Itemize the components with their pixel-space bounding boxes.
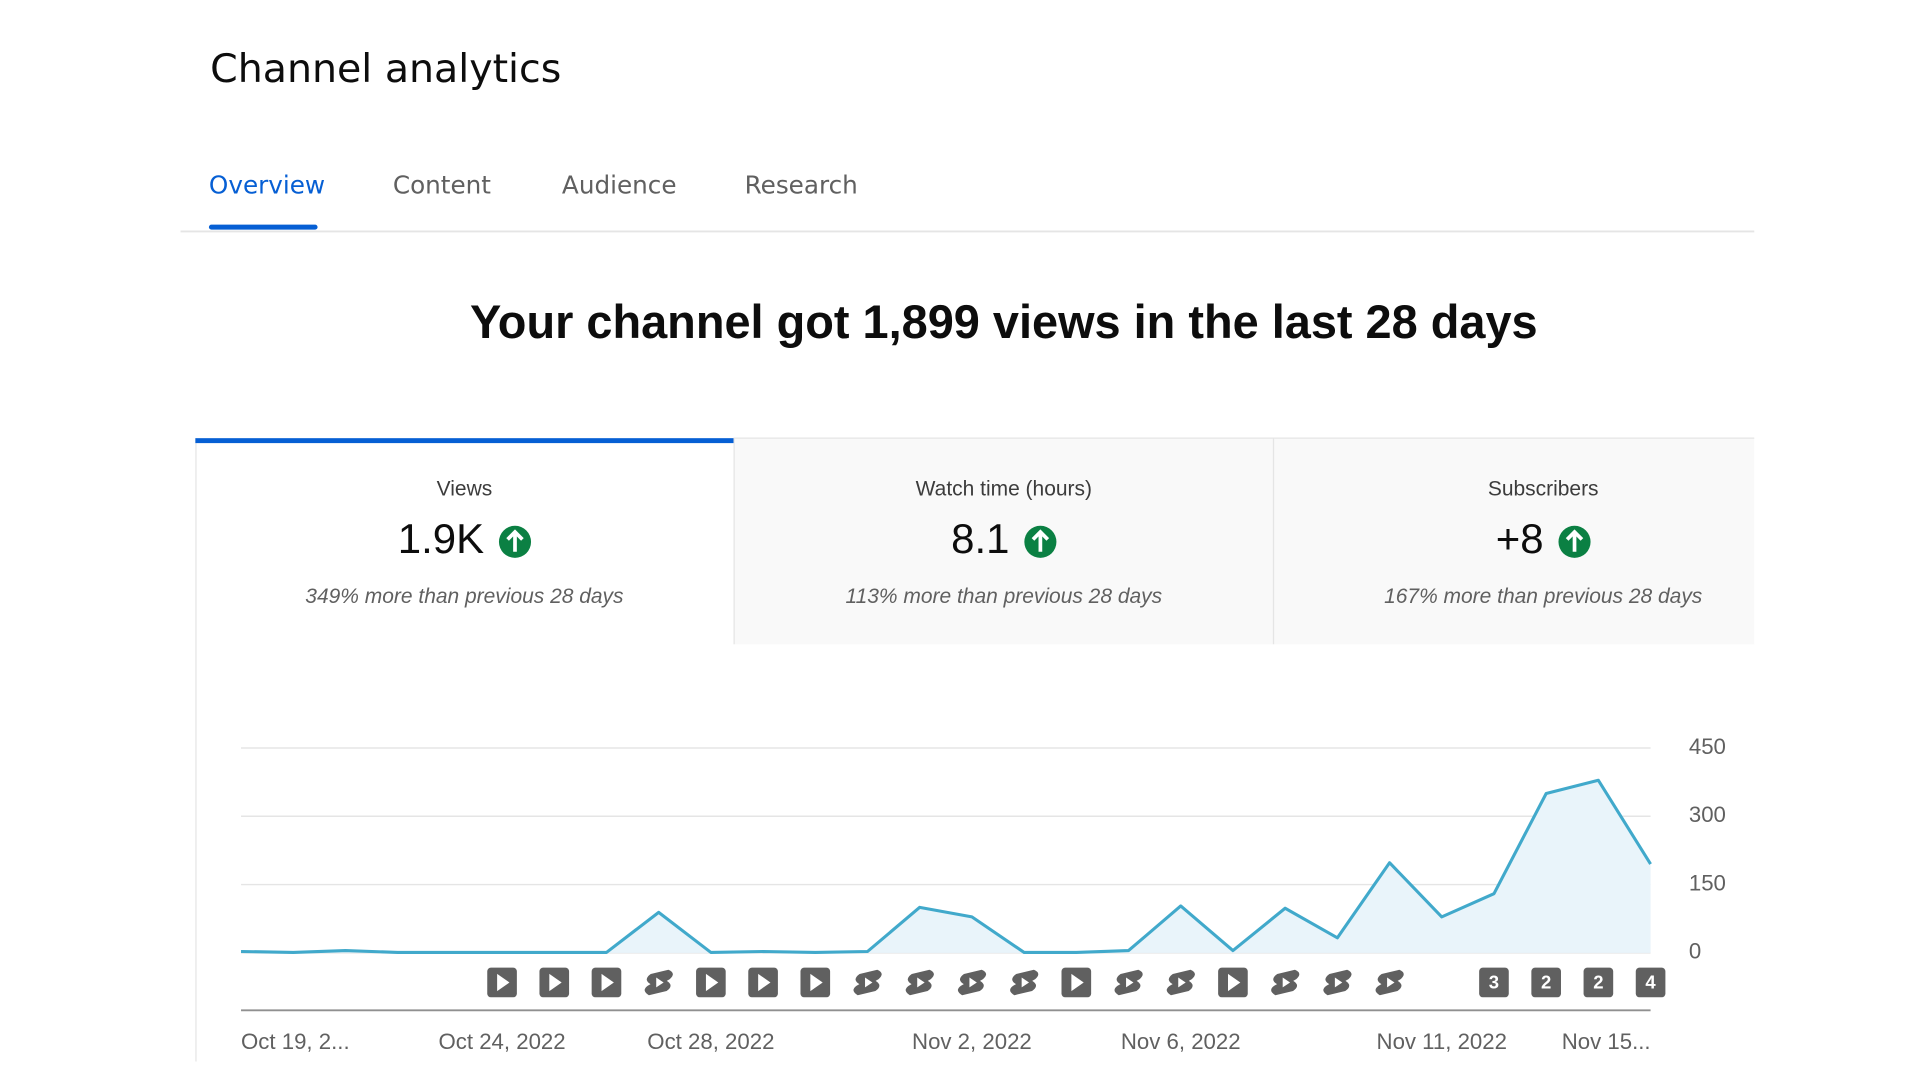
y-tick-label: 0 — [1689, 939, 1701, 964]
metric-change: 113% more than previous 28 days — [845, 585, 1162, 608]
short-play-glyph — [1387, 977, 1395, 988]
x-tick-label: Oct 19, 2... — [241, 1029, 350, 1054]
y-tick-label: 450 — [1689, 734, 1726, 759]
tab[interactable]: Research — [745, 170, 858, 199]
x-tick-label: Oct 24, 2022 — [438, 1029, 565, 1054]
inactive-cards-bg — [733, 438, 1755, 645]
active-tab-indicator — [208, 224, 318, 230]
metric-label: Views — [437, 478, 493, 501]
headline: Your channel got 1,899 views in the last… — [470, 296, 1538, 348]
short-play-glyph — [865, 977, 873, 988]
metric-label: Watch time (hours) — [916, 478, 1092, 501]
short-play-glyph — [917, 977, 925, 988]
short-play-glyph — [1126, 977, 1134, 988]
video-play-glyph — [1071, 973, 1084, 992]
x-tick-label: Nov 15... — [1562, 1029, 1651, 1054]
upload-count: 4 — [1645, 972, 1656, 993]
short-play-glyph — [1334, 977, 1343, 988]
x-tick-label: Nov 6, 2022 — [1121, 1029, 1241, 1054]
metric-cards: Views 1.9K 349% more than previous 28 days… — [305, 478, 1702, 608]
video-play-glyph — [758, 973, 771, 992]
video-play-glyph — [810, 973, 823, 992]
metric-change: 167% more than previous 28 days — [1384, 585, 1703, 608]
video-play-glyph — [601, 973, 614, 992]
upload-count: 2 — [1541, 972, 1551, 993]
upload-count: 3 — [1489, 972, 1499, 993]
metric-change: 349% more than previous 28 days — [305, 585, 624, 608]
metric-value: 1.9K — [398, 515, 484, 562]
upload-count-badge[interactable] — [1531, 967, 1561, 998]
short-play-glyph — [1021, 977, 1030, 988]
upload-count: 2 — [1593, 972, 1603, 993]
metric-label: Subscribers — [1488, 478, 1599, 501]
page-title: Channel analytics — [210, 46, 561, 92]
video-play-glyph — [549, 973, 562, 992]
x-tick-label: Oct 28, 2022 — [647, 1029, 774, 1054]
metric-value: +8 — [1496, 515, 1544, 562]
x-tick-label: Nov 2, 2022 — [912, 1029, 1032, 1054]
short-play-glyph — [1178, 977, 1186, 988]
y-tick-label: 150 — [1689, 870, 1726, 895]
active-card-indicator — [195, 438, 734, 444]
line — [241, 778, 1652, 954]
metric-value: 8.1 — [951, 515, 1009, 562]
video-play-glyph — [497, 973, 510, 992]
y-tick-label: 300 — [1689, 802, 1726, 827]
x-tick-label: Nov 11, 2022 — [1377, 1029, 1507, 1054]
short-play-glyph — [656, 977, 664, 988]
trend-up-arrow — [1031, 529, 1050, 552]
video-play-glyph — [705, 973, 719, 992]
short-play-glyph — [1282, 977, 1291, 988]
tab[interactable]: Audience — [562, 170, 677, 199]
upload-count-badge[interactable] — [1583, 967, 1614, 998]
tab[interactable]: Overview — [209, 170, 325, 199]
trend-up-arrow — [1565, 529, 1584, 552]
short-play-glyph — [969, 977, 977, 988]
tab-bar: Overview Content Audience Research — [209, 170, 858, 199]
area — [241, 780, 1651, 953]
upload-count-badge[interactable] — [1635, 967, 1666, 998]
tab[interactable]: Content — [393, 170, 491, 199]
video-play-glyph — [1228, 973, 1241, 992]
trend-up-arrow — [506, 529, 524, 552]
upload-count-badge[interactable] — [1479, 967, 1509, 998]
chart: 0 150 300 450 Oct 19, 2... Oct 24, 2022 Oct 28… — [241, 734, 1726, 1054]
